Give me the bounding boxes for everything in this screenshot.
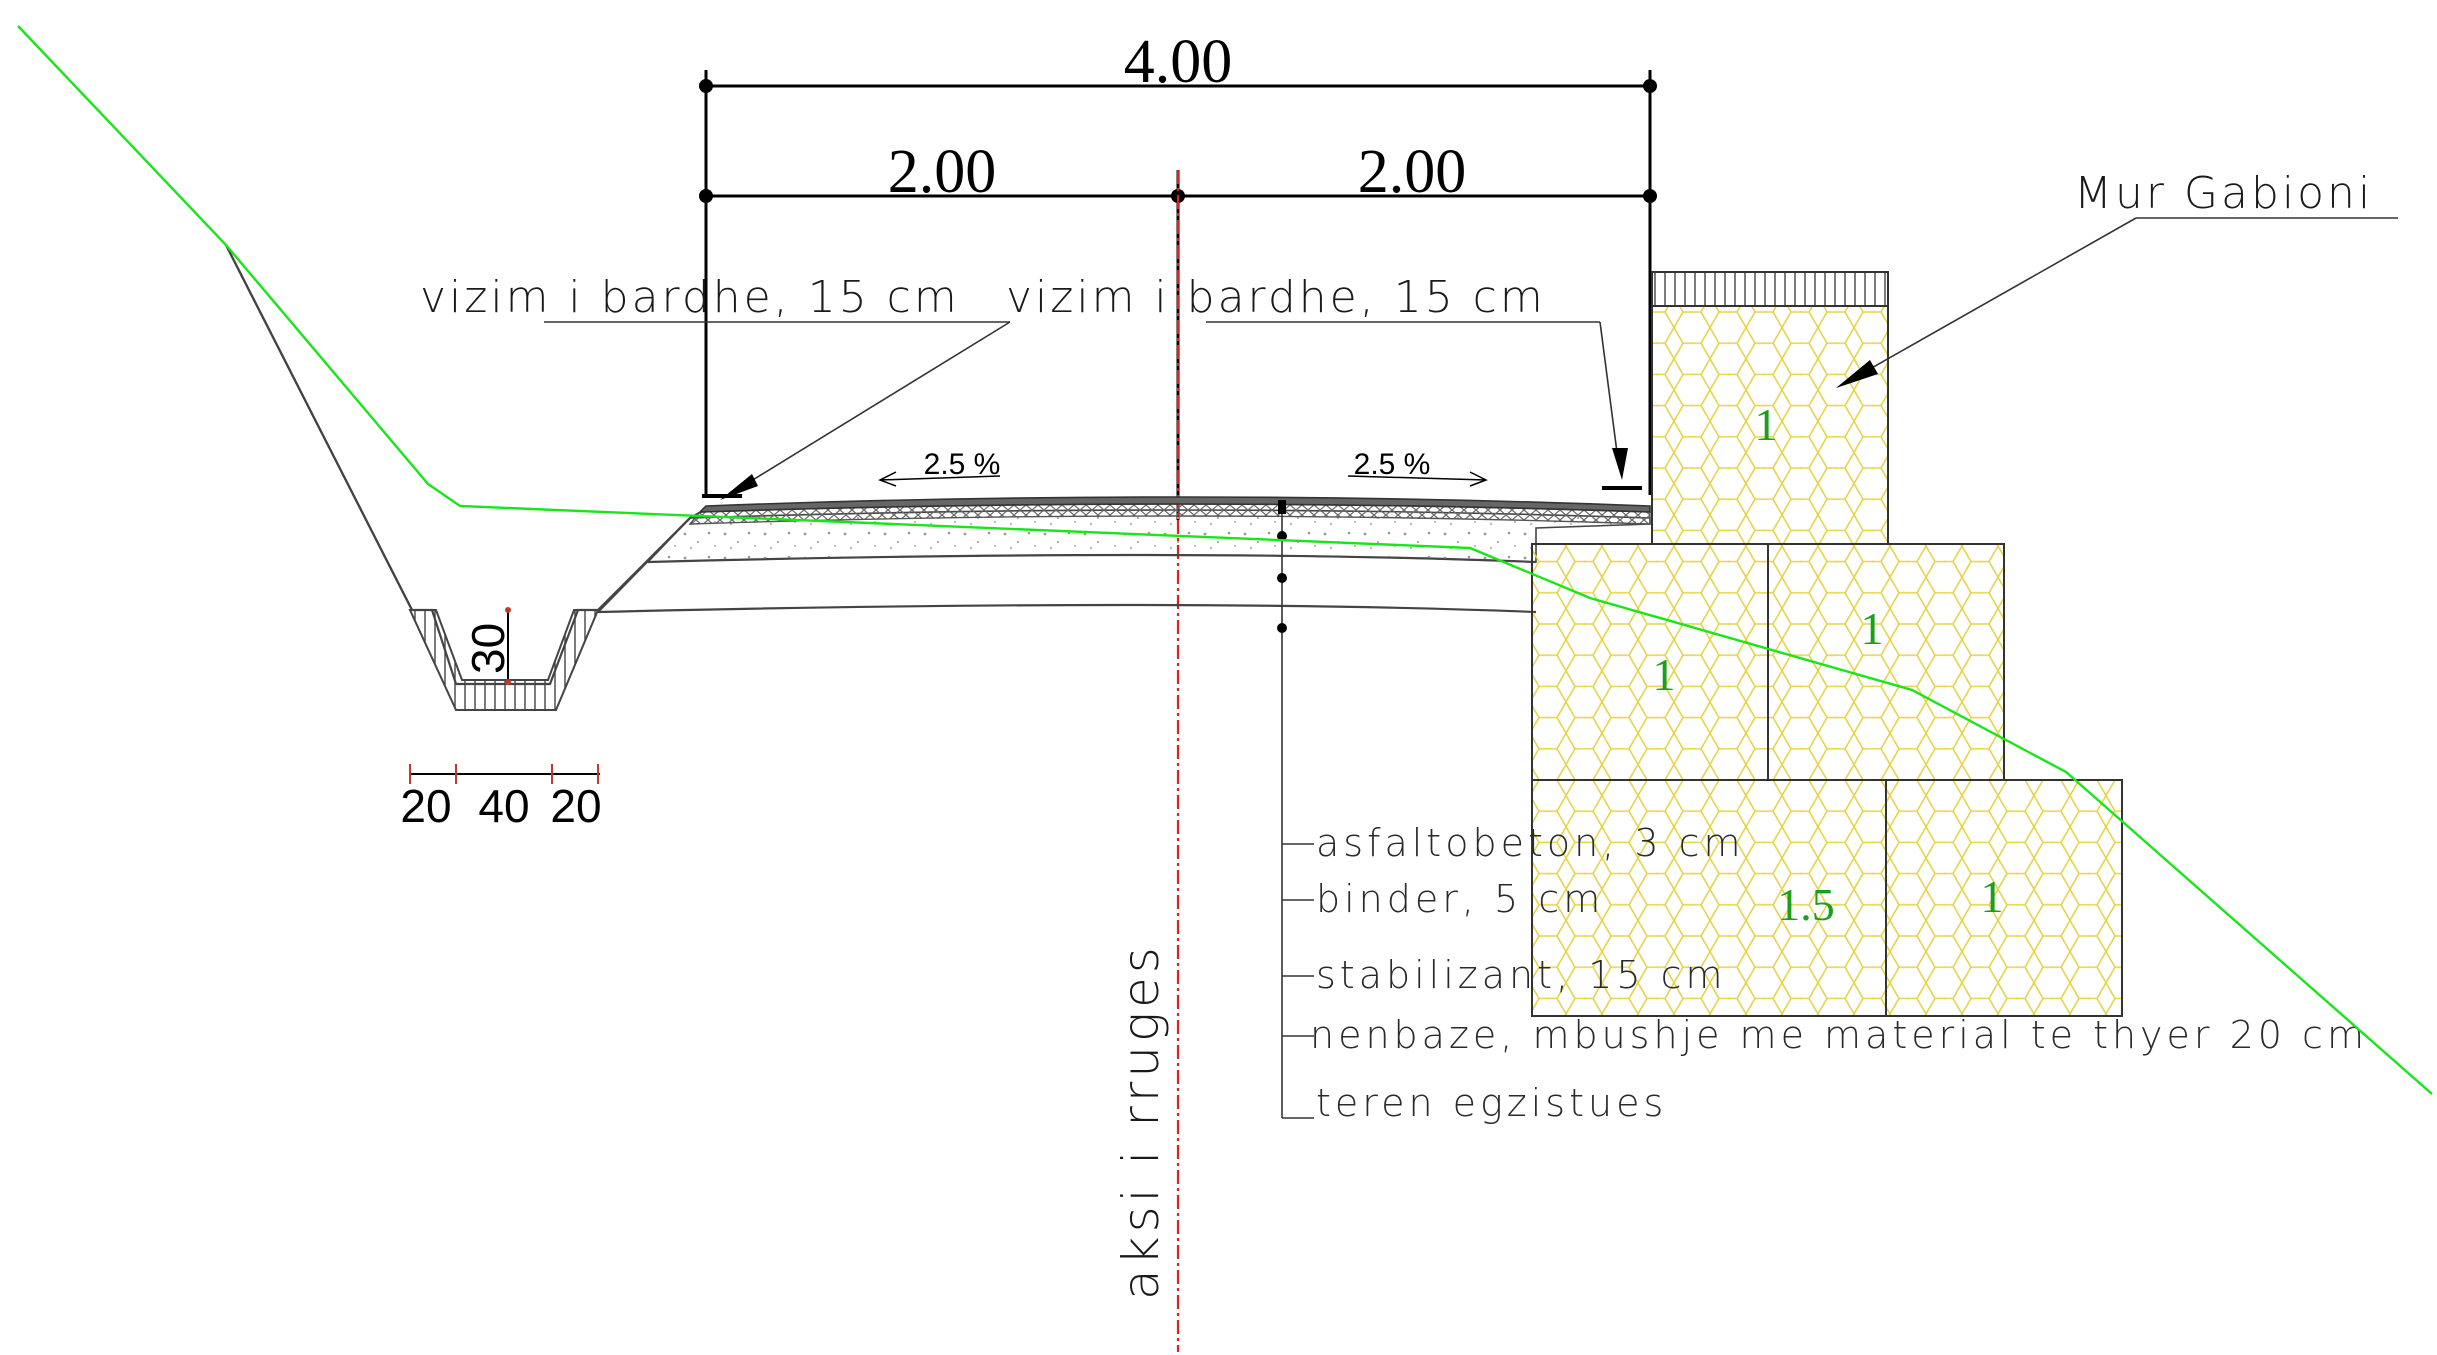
ditch-width-dimension (409, 764, 600, 784)
slope-right-label: 2.5 % (1354, 448, 1431, 481)
marking-right-leader (1599, 321, 1619, 461)
marking-right-arrowhead (1612, 448, 1628, 480)
gabion-block-bottom-right (1885, 779, 2123, 1017)
pavement-structure (597, 496, 1651, 614)
slope-left-label: 2.5 % (924, 448, 1001, 481)
layer-existing-terrain-label: teren egzistues (1316, 1081, 1667, 1125)
marking-left-leader (729, 321, 1011, 495)
gabion-label-leader (1853, 217, 2137, 379)
layer-asphalt-label: asfaltobeton, 3 cm (1316, 821, 1745, 865)
gabion-wall (1531, 271, 2123, 1017)
right-half-width-label: 2.00 (1358, 138, 1467, 206)
layer-binder-label: binder, 5 cm (1316, 877, 1604, 921)
gabion-block-middle-left (1531, 543, 1769, 781)
gabion-cap (1651, 271, 1889, 307)
gabion-label-arrowhead (1836, 360, 1878, 388)
marking-left-arrowhead (720, 474, 758, 500)
gabion-block-middle-right-label: 1 (1861, 603, 1884, 654)
ditch-width-right: 20 (550, 780, 601, 832)
left-half-width-label: 2.00 (888, 138, 997, 206)
dimension-total (704, 70, 1652, 495)
gabion-block-bottom-left-label: 1.5 (1777, 879, 1835, 930)
ditch-width-middle: 40 (478, 780, 529, 832)
ditch-lining (408, 609, 600, 711)
gabion-block-middle-left-label: 1 (1653, 649, 1676, 700)
road-axis-label: aksi i rruges (1112, 943, 1170, 1300)
slope-arrow-right (1347, 471, 1488, 487)
gabion-block-top (1651, 305, 1889, 545)
marking-label-right: vizim i bardhe, 15 cm (1006, 272, 1546, 323)
layer-callout-leader (1281, 500, 1314, 1119)
gabion-block-top-label: 1 (1755, 399, 1778, 450)
ditch-width-left: 20 (400, 780, 451, 832)
ditch-depth-label: 30 (462, 623, 514, 674)
marking-label-left: vizim i bardhe, 15 cm (420, 272, 960, 323)
existing-ground-line (17, 25, 2433, 1095)
slope-arrow-left (878, 471, 1001, 487)
gabion-block-middle-right (1767, 543, 2005, 781)
layer-stabilizer-label: stabilizant, 15 cm (1316, 953, 1727, 997)
layer-callout-dots (1277, 500, 1287, 633)
layer-subbase-label: nenbaze, mbushje me material te thyer 20… (1310, 1013, 2368, 1057)
ditch-depth-dimension (505, 607, 511, 685)
gabion-block-bottom-right-label: 1 (1981, 871, 2004, 922)
total-width-label: 4.00 (1124, 28, 1233, 96)
gabion-block-bottom-left (1531, 779, 1887, 1017)
gabion-wall-label: Mur Gabioni (2074, 168, 2373, 219)
